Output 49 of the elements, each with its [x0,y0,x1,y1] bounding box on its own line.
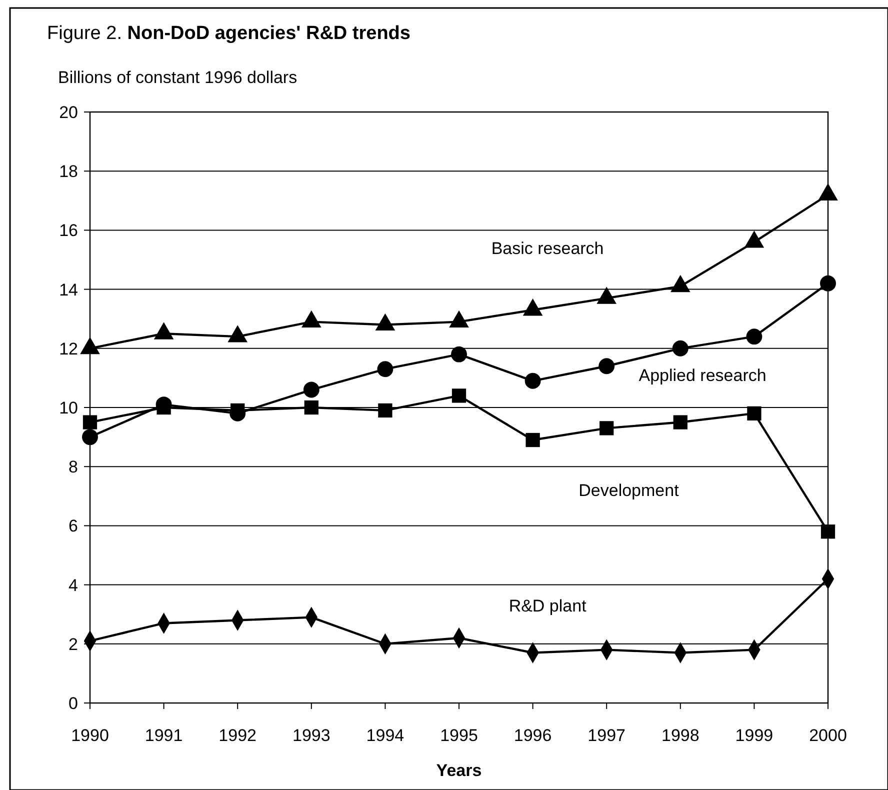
y-tick-label: 4 [68,576,78,595]
x-tick-label: 1998 [661,726,700,745]
x-tick-label: 1994 [366,726,404,745]
y-tick-label: 14 [59,280,78,300]
point [377,361,394,378]
point [526,432,540,448]
y-tick-label: 6 [68,516,78,536]
point [600,421,614,436]
point [452,388,466,403]
y-tick-label: 16 [59,221,78,240]
y-tick-label: 20 [59,102,78,122]
chart-title: Figure 2. Non-DoD agencies' R&D trends [47,23,410,44]
point [304,400,318,415]
text: Development [578,481,680,500]
series-label: Basic research [491,238,604,258]
point [82,429,98,446]
y-tick-label: 12 [59,339,78,358]
point [746,328,762,345]
y-tick-label: 10 [59,398,78,418]
y-tick-label: 8 [68,458,78,477]
point [451,346,467,362]
x-tick-label: 1995 [440,726,478,745]
x-tick-label: 1992 [218,726,257,745]
point [820,524,836,539]
x-tick-label: 1990 [71,726,109,745]
x-tick-label: 1993 [292,726,330,745]
point [747,406,762,420]
y-tick-label: 2 [68,634,78,654]
point [598,358,615,374]
x-tick-label: 1996 [514,726,552,745]
x-axis-title: Years [436,761,482,780]
y-tick-label: 0 [68,694,78,713]
point [82,415,98,430]
series-label: R&D plant [508,596,587,616]
x-tick-label: 1991 [144,726,183,745]
x-tick-label: 1997 [588,726,626,745]
y-axis-title: Billions of constant 1996 dollars [58,68,298,87]
x-tick-label: 2000 [809,726,847,745]
point [156,400,171,415]
point [672,340,688,356]
point [378,403,392,418]
point [820,275,836,292]
point [673,415,688,430]
point [303,382,320,398]
point [524,372,541,389]
x-tick-label: 1999 [735,726,774,745]
y-tick-label: 18 [59,162,78,182]
point [230,403,245,418]
series-label: Applied research [638,366,766,385]
